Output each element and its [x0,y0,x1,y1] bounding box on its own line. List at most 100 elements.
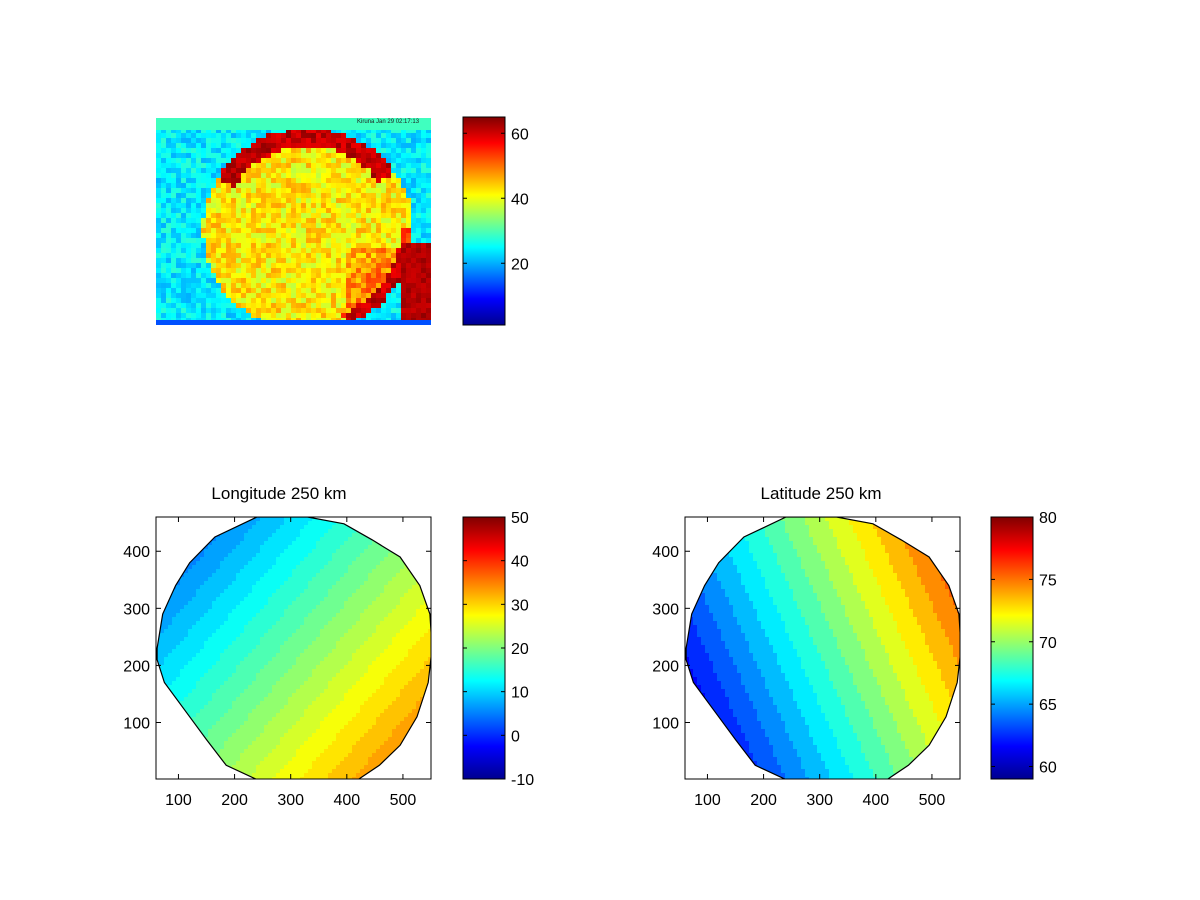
longitude-contour-cell [172,521,177,526]
longitude-contour-cell [324,557,329,562]
image-pixel [316,303,321,308]
image-pixel [401,303,406,308]
image-pixel [261,168,266,173]
longitude-contour-cell [396,601,401,606]
image-pixel [361,228,366,233]
image-pixel [241,158,246,163]
longitude-contour-cell [248,613,253,618]
longitude-contour-cell [304,549,309,554]
image-pixel [196,253,201,258]
image-pixel [206,298,211,303]
image-pixel [351,253,356,258]
image-pixel [276,263,281,268]
longitude-contour-cell [184,617,189,622]
longitude-contour-cell [404,605,409,610]
longitude-contour-cell [224,561,229,566]
image-pixel [206,183,211,188]
longitude-contour-cell [340,545,345,550]
image-pixel [271,173,276,178]
longitude-contour-cell [312,625,317,630]
image-pixel [321,258,326,263]
longitude-contour-cell [296,585,301,590]
image-pixel [201,253,206,258]
image-pixel [306,203,311,208]
longitude-contour-cell [280,545,285,550]
longitude-contour-cell [372,545,377,550]
longitude-contour-cell [160,517,165,522]
image-pixel [421,283,426,288]
image-pixel [386,203,391,208]
longitude-contour-cell [248,561,253,566]
image-pixel [306,198,311,203]
longitude-contour-cell [260,581,265,586]
image-pixel [186,143,191,148]
longitude-contour-cell [320,581,325,586]
longitude-contour-cell [356,645,361,650]
longitude-contour-cell [264,641,269,646]
image-pixel [241,188,246,193]
longitude-contour-cell [408,665,413,670]
image-pixel [231,288,236,293]
longitude-contour-cell [372,633,377,638]
image-pixel [191,223,196,228]
longitude-contour-cell [256,613,261,618]
longitude-contour-cell [400,621,405,626]
longitude-contour-cell [172,557,177,562]
longitude-contour-cell [352,573,357,578]
image-pixel [331,293,336,298]
longitude-contour-cell [352,625,357,630]
longitude-contour-cell [308,653,313,658]
longitude-contour-cell [396,657,401,662]
longitude-contour-cell [412,549,417,554]
longitude-contour-cell [348,529,353,534]
longitude-contour-cell [272,553,277,558]
longitude-contour-cell [276,521,281,526]
longitude-contour-cell [352,553,357,558]
longitude-contour-cell [396,521,401,526]
image-pixel [171,183,176,188]
longitude-contour-cell [212,597,217,602]
longitude-contour-cell [400,537,405,542]
longitude-contour-cell [220,541,225,546]
image-pixel [216,313,221,318]
image-pixel [251,303,256,308]
longitude-contour-cell [272,561,277,566]
image-pixel [246,273,251,278]
longitude-contour-cell [232,541,237,546]
longitude-contour-cell [308,553,313,558]
image-pixel [196,143,201,148]
longitude-title: Longitude 250 km [211,484,346,503]
longitude-contour-cell [272,569,277,574]
longitude-contour-cell [364,649,369,654]
image-pixel [171,313,176,318]
image-pixel [286,213,291,218]
longitude-contour-cell [308,525,313,530]
longitude-contour-cell [396,609,401,614]
longitude-contour-cell [184,545,189,550]
longitude-contour-cell [352,665,357,670]
longitude-contour-cell [284,593,289,598]
image-pixel [156,218,161,223]
longitude-contour-cell [360,593,365,598]
image-pixel [421,238,426,243]
image-pixel [271,228,276,233]
image-pixel [166,293,171,298]
longitude-contour-cell [248,549,253,554]
image-pixel [306,233,311,238]
image-pixel [361,203,366,208]
longitude-contour-cell [400,549,405,554]
longitude-contour-cell [236,661,241,666]
longitude-contour-cell [292,669,297,674]
longitude-contour-cell [212,589,217,594]
longitude-contour-cell [376,605,381,610]
image-pixel [361,253,366,258]
longitude-contour-cell [276,609,281,614]
image-pixel [206,193,211,198]
image-pixel [206,288,211,293]
image-pixel [156,153,161,158]
longitude-contour-cell [160,641,165,646]
image-pixel [306,293,311,298]
longitude-contour-cell [172,637,177,642]
image-pixel [271,203,276,208]
longitude-contour-cell [157,525,161,530]
